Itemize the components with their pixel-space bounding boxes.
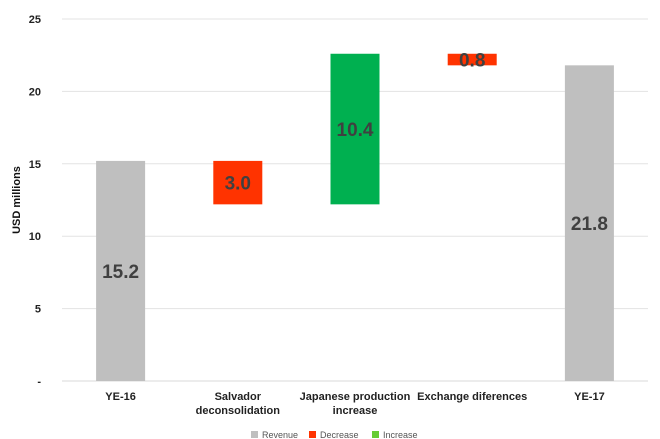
x-category-label: Japanese production [300, 391, 411, 403]
legend: Revenue Decrease Increase [251, 430, 418, 439]
legend-swatch-increase [372, 431, 379, 438]
x-category-label: YE-17 [574, 391, 605, 403]
data-label: 0.8 [459, 51, 485, 72]
legend-label-revenue: Revenue [262, 430, 298, 439]
data-label: 3.0 [225, 174, 251, 195]
legend-swatch-decrease [309, 431, 316, 438]
y-tick-label: 25 [29, 14, 41, 26]
legend-label-decrease: Decrease [320, 430, 359, 439]
x-category-label: deconsolidation [196, 405, 281, 417]
bar-decrease [447, 53, 497, 66]
bar-increase [330, 53, 380, 205]
bar-revenue [96, 160, 146, 381]
bar-decrease [213, 160, 263, 205]
y-tick-label: 5 [35, 304, 41, 316]
y-tick-label: - [37, 376, 41, 388]
data-label: 10.4 [337, 120, 374, 141]
x-category-label: Exchange diferences [417, 391, 527, 403]
legend-label-increase: Increase [383, 430, 418, 439]
y-tick-label: 20 [29, 86, 41, 98]
data-label: 15.2 [102, 262, 139, 283]
bars [96, 53, 614, 381]
y-axis-title: USD millions [11, 166, 23, 234]
x-category-label: increase [333, 405, 378, 417]
legend-swatch-revenue [251, 431, 258, 438]
bar-revenue [564, 65, 614, 381]
y-axis-ticks: - 5 10 15 20 25 [29, 14, 42, 388]
data-labels: 15.2 3.0 10.4 0.8 21.8 [102, 51, 608, 283]
x-category-label: Salvador [215, 391, 262, 403]
x-category-label: YE-16 [105, 391, 136, 403]
category-labels: YE-16 Salvador deconsolidation Japanese pro… [105, 391, 604, 417]
y-tick-label: 10 [29, 231, 41, 243]
data-label: 21.8 [571, 214, 608, 235]
y-tick-label: 15 [29, 159, 41, 171]
